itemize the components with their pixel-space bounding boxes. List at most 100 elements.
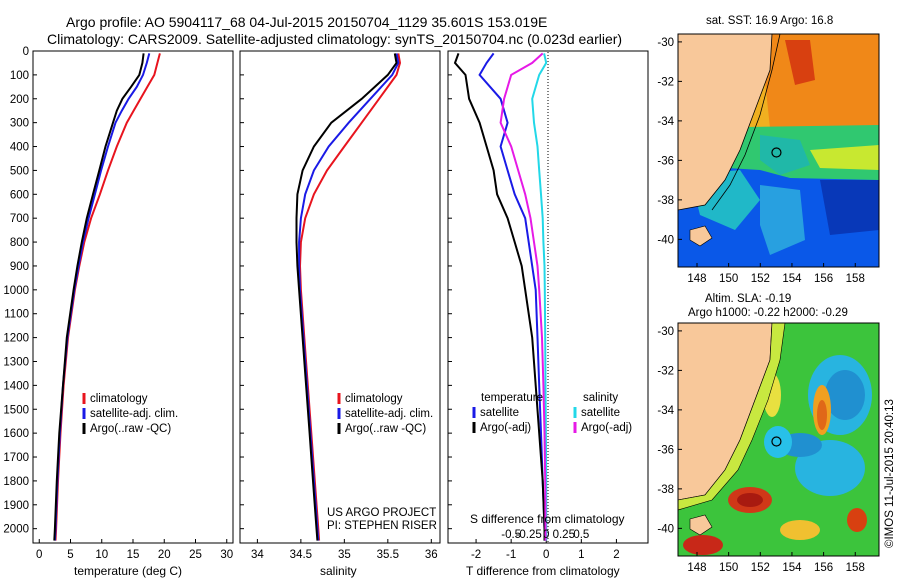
- depth-axis: 0 100 200 300 400 500 600 700 800 900 1000 1100 1200…: [3, 46, 37, 536]
- legend-label-s-argo: Argo(-adj): [581, 422, 632, 434]
- difference-panel: -2 -1 0 1 2 S difference from climatology -0…: [447, 50, 649, 578]
- y-tick-label: 800: [10, 237, 29, 249]
- x-tick-label: 34: [251, 549, 264, 561]
- y-tick-label: 1400: [3, 380, 29, 392]
- series-line-t-satellite: [478, 52, 546, 541]
- lat-tick-label: -34: [657, 405, 674, 417]
- lon-tick-label: 154: [782, 273, 802, 285]
- x-tick-label: 34.5: [290, 549, 312, 561]
- legend-title-salinity: salinity: [583, 392, 618, 404]
- lat-tick-label: -30: [657, 37, 674, 49]
- x-tick-label: 30: [220, 549, 233, 561]
- argo-project-label: US ARGO PROJECT: [327, 507, 436, 519]
- x-tick-label: 10: [95, 549, 108, 561]
- lon-tick-label: 148: [687, 273, 706, 285]
- y-tick-label: 1000: [3, 285, 29, 297]
- legend-label-t-satellite: satellite: [480, 407, 519, 419]
- lat-tick-label: -32: [657, 365, 674, 377]
- lat-tick-label: -36: [657, 155, 674, 167]
- lat-tick-label: -30: [657, 326, 674, 338]
- y-tick-label: 1500: [3, 404, 29, 416]
- series-line-s-argo-adj-: [499, 52, 547, 541]
- sst-map-title: sat. SST: 16.9 Argo: 16.8: [706, 15, 833, 27]
- temperature-legend: climatology satellite-adj. clim. Argo(..…: [82, 393, 178, 435]
- sla-map-title-2: Argo h1000: -0.22 h2000: -0.29: [688, 307, 848, 319]
- title-line-1: Argo profile: AO 5904117_68 04-Jul-2015 …: [66, 14, 547, 30]
- sst-map: sat. SST: 16.9 Argo: 16.8 148 150 152 154 15…: [657, 15, 880, 285]
- sla-map-axes: 148 150 152 154 156 158 -30 -32 -34 -36 -38 -40: [657, 326, 864, 574]
- lat-tick-label: -38: [657, 195, 674, 207]
- x-tick-label: 25: [189, 549, 202, 561]
- lon-tick-label: 150: [719, 562, 738, 574]
- y-tick-label: 1100: [4, 309, 29, 321]
- s-tick-label: 0: [543, 529, 549, 541]
- temperature-axes-box: [32, 50, 234, 544]
- y-tick-label: 2000: [3, 524, 29, 536]
- y-tick-label: 600: [10, 189, 29, 201]
- salinity-legend: climatology satellite-adj. clim. Argo(..…: [337, 393, 433, 435]
- salinity-series: [295, 53, 402, 541]
- y-tick-label: 500: [10, 165, 29, 177]
- legend-label-s-satellite: satellite: [581, 407, 620, 419]
- x-tick-label: 0: [543, 549, 549, 561]
- lon-tick-label: 158: [846, 273, 865, 285]
- series-line-s-satellite: [531, 53, 548, 541]
- y-tick-label: 200: [10, 94, 29, 106]
- salinity-axes-box: [239, 50, 441, 544]
- y-tick-label: 1300: [3, 356, 29, 368]
- lat-tick-label: -34: [657, 116, 674, 128]
- salinity-xlabel: salinity: [320, 564, 357, 578]
- legend-label-climatology: climatology: [345, 393, 403, 405]
- float-position-marker: [771, 147, 782, 158]
- sla-map: Altim. SLA: -0.19 Argo h1000: -0.22 h200…: [657, 293, 880, 574]
- x-tick-label: 20: [158, 549, 171, 561]
- x-tick-label: -1: [506, 549, 516, 561]
- lat-tick-label: -32: [657, 76, 674, 88]
- s-tick-label: 0.5: [573, 529, 589, 541]
- x-tick-label: 35: [338, 549, 351, 561]
- lon-tick-label: 152: [751, 562, 770, 574]
- legend-label-argo: Argo(..raw -QC): [90, 423, 171, 435]
- y-tick-label: 1900: [3, 500, 29, 512]
- float-position-marker: [771, 436, 782, 447]
- legend-label-satellite: satellite-adj. clim.: [90, 408, 178, 420]
- s-tick-label: -0.5: [501, 529, 521, 541]
- lat-tick-label: -40: [657, 523, 674, 535]
- y-tick-label: 900: [10, 261, 29, 273]
- s-tick-label: -0.25: [516, 529, 542, 541]
- y-tick-label: 0: [23, 46, 29, 58]
- title-line-2: Climatology: CARS2009. Satellite-adjuste…: [47, 31, 622, 47]
- pi-label: PI: STEPHEN RISER: [327, 520, 437, 532]
- x-tick-label: 2: [613, 549, 619, 561]
- x-tick-label: 5: [67, 549, 73, 561]
- lat-tick-label: -40: [657, 234, 674, 246]
- difference-legend: temperature salinity satellite Argo(-adj…: [472, 392, 632, 434]
- difference-series: [453, 52, 548, 541]
- sst-map-axes: 148 150 152 154 156 158 -30 -32 -34 -36 -38 -40: [657, 37, 864, 285]
- legend-label-t-argo: Argo(-adj): [480, 422, 531, 434]
- lon-tick-label: 158: [846, 562, 865, 574]
- x-tick-label: -2: [471, 549, 481, 561]
- sst-map-frame: [677, 33, 880, 268]
- y-tick-label: 700: [10, 213, 29, 225]
- legend-label-satellite: satellite-adj. clim.: [345, 408, 433, 420]
- x-tick-label: 0: [36, 549, 42, 561]
- x-tick-label: 36: [425, 549, 438, 561]
- x-tick-label: 15: [127, 549, 140, 561]
- salinity-x-axis: 34 34.5 35 35.5 36: [240, 50, 438, 561]
- sla-field: [678, 323, 879, 556]
- y-tick-label: 1700: [3, 452, 29, 464]
- y-tick-label: 1800: [3, 476, 29, 488]
- x-tick-label: 35.5: [377, 549, 399, 561]
- lon-tick-label: 148: [687, 562, 706, 574]
- y-tick-label: 1200: [3, 333, 29, 345]
- legend-title-temperature: temperature: [481, 392, 543, 404]
- lon-tick-label: 156: [814, 562, 833, 574]
- temperature-series: [53, 53, 161, 541]
- temperature-panel: 0100200300400500600700800900100011001200…: [3, 46, 234, 578]
- lon-tick-label: 154: [782, 562, 802, 574]
- series-line-t-argo-adj-: [453, 53, 546, 541]
- y-tick-label: 300: [10, 118, 29, 130]
- s-difference-label: S difference from climatology: [470, 512, 625, 526]
